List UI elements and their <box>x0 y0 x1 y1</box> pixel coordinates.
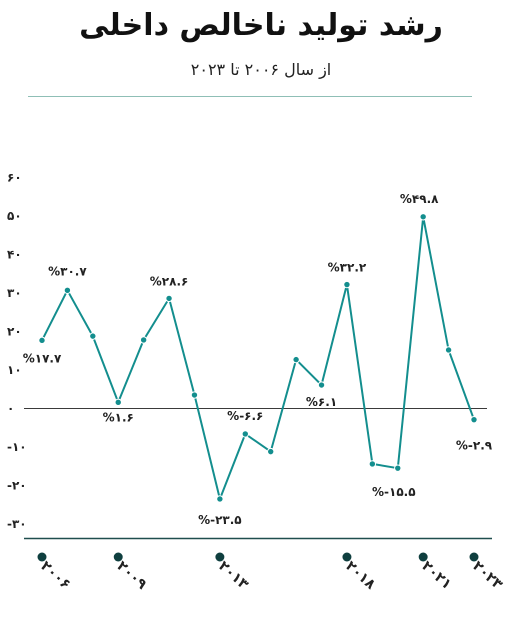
x-tick-marker <box>469 552 479 562</box>
y-tick-label: ۲۰ <box>7 325 22 339</box>
data-point <box>470 415 478 424</box>
data-point <box>343 280 351 289</box>
chart-subtitle: از سال ۲۰۰۶ تا ۲۰۲۳ <box>190 60 332 79</box>
x-tick-label: ۲۰۱۳ <box>215 558 251 593</box>
data-point <box>267 447 275 456</box>
y-tick-label: ۰ <box>7 402 14 416</box>
x-tick-label: ۲۰۰۶ <box>37 558 73 593</box>
chart-title: رشد تولید ناخالص داخلی <box>79 8 443 43</box>
data-point <box>419 213 427 221</box>
data-point <box>165 294 173 303</box>
data-point <box>368 460 377 468</box>
y-tick-label: -۱۰ <box>7 440 27 454</box>
data-label: %۲۸.۶ <box>150 274 189 288</box>
data-point <box>241 430 249 438</box>
title-divider <box>28 96 472 97</box>
data-point <box>292 355 300 364</box>
series-line <box>41 215 475 500</box>
data-point <box>216 495 224 503</box>
x-tick-label: ۲۰۱۸ <box>342 558 378 593</box>
x-tick-marker <box>113 552 123 562</box>
data-point <box>38 336 46 345</box>
x-tick-label: ۲۰۲۱ <box>418 558 454 593</box>
data-point <box>394 464 402 472</box>
x-tick-marker <box>342 552 352 562</box>
data-point <box>63 286 72 295</box>
data-label: %۳۲.۲ <box>328 261 367 275</box>
data-point <box>444 346 453 354</box>
x-tick-label: ۲۰۲۳ <box>469 558 505 593</box>
y-tick-label: -۳۰ <box>7 517 27 531</box>
data-label: %۴۹.۸ <box>400 192 439 206</box>
data-label: %۱۷.۷ <box>23 351 62 365</box>
y-tick-label: ۴۰ <box>7 248 22 262</box>
y-tick-label: -۲۰ <box>7 479 27 493</box>
y-tick-label: ۱۰ <box>7 363 22 377</box>
data-point <box>89 332 97 340</box>
data-point <box>114 398 122 407</box>
x-tick-marker <box>418 552 428 562</box>
data-label: %۳۰.۷ <box>48 264 87 278</box>
data-point <box>317 381 326 389</box>
data-label: %-۲.۹ <box>456 439 493 453</box>
data-label: %-۶.۶ <box>227 409 263 423</box>
data-label: %-۲۳.۵ <box>198 513 242 527</box>
x-tick-marker <box>215 552 225 562</box>
data-point <box>190 391 199 399</box>
x-tick-label: ۲۰۰۹ <box>114 558 150 593</box>
data-point <box>139 336 148 344</box>
y-tick-label: ۶۰ <box>7 171 22 185</box>
x-tick-marker <box>37 552 47 562</box>
y-tick-label: ۳۰ <box>7 286 22 300</box>
data-label: %-۱۵.۵ <box>372 485 416 499</box>
y-tick-label: ۵۰ <box>7 209 22 223</box>
data-label: %۱.۶ <box>103 410 134 424</box>
data-label: %۶.۱ <box>306 395 337 409</box>
